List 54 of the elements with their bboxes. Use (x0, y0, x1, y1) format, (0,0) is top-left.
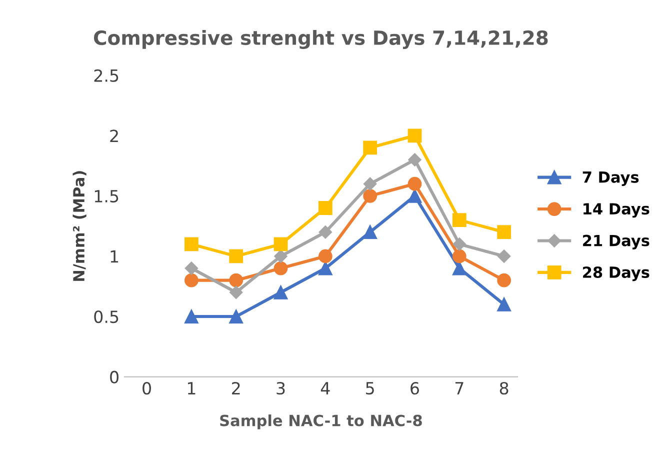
point (318, 226, 332, 239)
x-tick-label: 5 (366, 382, 374, 395)
x-tick-label: 0 (142, 382, 151, 395)
point (363, 225, 378, 240)
x-tick-label: 2 (232, 382, 240, 394)
chart-title: Compressive strenght vs Days 7,14,21,28 (94, 30, 548, 49)
point (318, 249, 332, 264)
point (184, 310, 198, 324)
point (318, 201, 332, 215)
point (363, 188, 378, 203)
point (497, 225, 511, 240)
legend-label: 14 Days (584, 203, 650, 218)
legend-label: 21 Days (583, 234, 650, 250)
point (452, 213, 466, 227)
y-tick-label: 0.5 (94, 310, 118, 324)
point (229, 273, 244, 288)
x-tick-label: 1 (188, 382, 196, 394)
legend-label: 7 Days (582, 172, 639, 186)
point (452, 238, 466, 251)
point (274, 285, 288, 300)
point (363, 140, 378, 155)
y-tick-label: 1 (110, 250, 118, 263)
point (497, 273, 511, 288)
x-axis-title: Sample NAC-1 to NAC-8 (220, 414, 422, 430)
point (497, 298, 511, 312)
y-tick-label: 0 (110, 370, 118, 384)
point (229, 310, 244, 324)
point (408, 176, 422, 191)
x-tick-label: 8 (500, 382, 508, 395)
y-axis-title: N/mm² (MPa) (72, 171, 86, 281)
y-tick-label: 2 (110, 130, 118, 142)
point (229, 249, 244, 264)
point (408, 153, 422, 166)
point (363, 177, 377, 190)
point (184, 273, 198, 288)
point (408, 128, 422, 143)
x-tick-label: 3 (276, 382, 285, 395)
point (497, 250, 511, 263)
y-tick-label: 2.5 (94, 69, 118, 82)
x-tick-label: 6 (410, 382, 419, 395)
point (184, 237, 198, 252)
point (318, 261, 332, 276)
point (452, 249, 466, 264)
point (274, 250, 288, 263)
x-tick-label: 4 (320, 382, 330, 394)
point (230, 286, 243, 299)
point (274, 237, 288, 252)
legend-label: 28 Days (583, 266, 650, 282)
point (274, 261, 288, 276)
x-tick-label: 7 (455, 382, 464, 394)
point (184, 262, 198, 275)
point (408, 188, 422, 203)
y-tick-label: 1.5 (94, 190, 118, 203)
point (452, 261, 466, 276)
